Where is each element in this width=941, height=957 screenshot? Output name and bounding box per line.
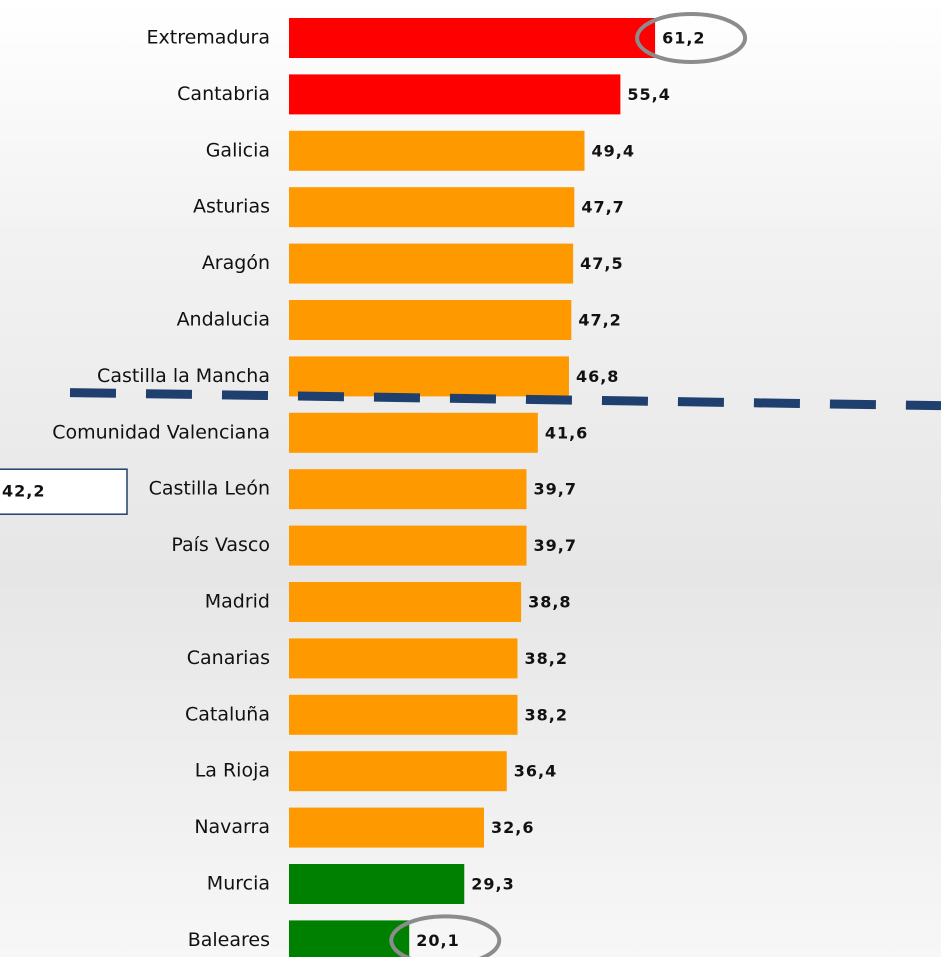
value-label: 47,2: [578, 311, 621, 330]
category-label: La Rioja: [195, 760, 270, 782]
category-label: Murcia: [207, 873, 270, 895]
highlight-circle: [635, 12, 748, 64]
value-label: 38,2: [524, 649, 567, 668]
category-label: Aragón: [202, 252, 270, 274]
bar: [289, 74, 621, 115]
value-label: 47,7: [581, 198, 624, 217]
bar: [289, 356, 569, 397]
category-label: Madrid: [205, 591, 270, 613]
value-label: 49,4: [591, 141, 634, 160]
value-label: 29,3: [471, 875, 514, 894]
category-label: Canarias: [187, 647, 270, 669]
bar: [289, 751, 507, 792]
value-label: 32,6: [491, 818, 534, 837]
value-label: 55,4: [627, 85, 670, 104]
value-label: 39,7: [533, 480, 576, 499]
bar: [289, 638, 518, 679]
category-label: País Vasco: [171, 534, 270, 556]
category-label: Baleares: [188, 929, 270, 951]
value-label: 39,7: [533, 536, 576, 555]
bar: [289, 694, 518, 735]
value-label: 47,5: [580, 254, 623, 273]
category-label: Cantabria: [177, 83, 270, 105]
category-label: Navarra: [194, 816, 270, 838]
value-label: 61,2: [662, 29, 705, 48]
bar: [289, 582, 522, 622]
bar: [289, 18, 656, 58]
value-label: 20,1: [416, 931, 459, 950]
highlight-circle: [389, 914, 502, 957]
value-label: 38,2: [524, 705, 567, 724]
value-label: 36,4: [514, 762, 557, 781]
category-label: Castilla León: [149, 478, 270, 500]
bar: [289, 525, 527, 566]
bar: [289, 187, 575, 228]
bar: [289, 807, 485, 848]
bar: [289, 130, 585, 171]
value-label: 46,8: [576, 367, 619, 386]
category-label: Castilla la Mancha: [97, 365, 270, 387]
bar: [289, 300, 572, 340]
reference-line: [69, 388, 941, 411]
category-label: Andalucia: [177, 309, 270, 331]
value-label: 38,8: [528, 593, 571, 612]
reference-label: 42,2: [2, 482, 45, 501]
category-label: Cataluña: [185, 703, 270, 725]
bar: [289, 412, 538, 453]
reference-box: [0, 468, 128, 515]
bar: [289, 864, 465, 904]
value-label: 41,6: [545, 423, 588, 442]
category-label: Galicia: [206, 139, 270, 161]
category-label: Extremadura: [147, 27, 271, 49]
bar: [289, 243, 574, 284]
bar: [289, 920, 410, 957]
bar: [289, 469, 527, 510]
category-label: Asturias: [193, 196, 270, 218]
category-label: Comunidad Valenciana: [52, 421, 270, 443]
